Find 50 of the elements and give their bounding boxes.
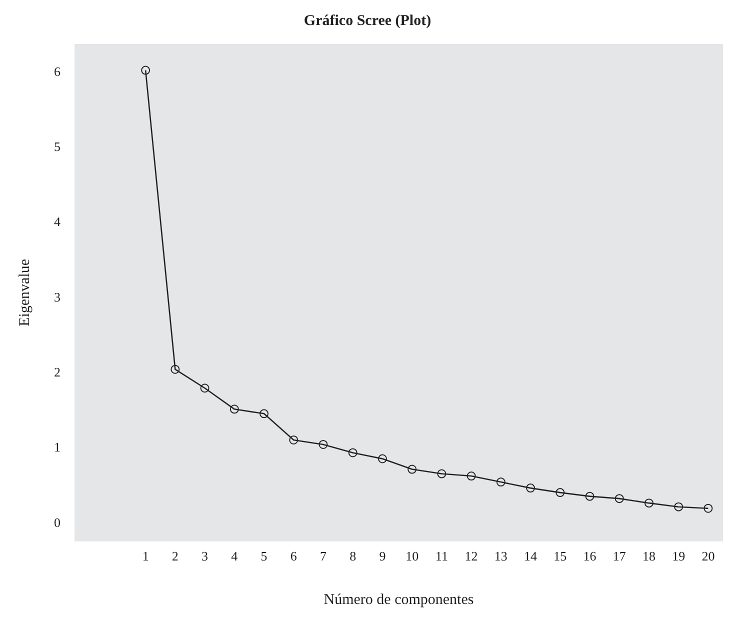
x-tick-label: 18 xyxy=(642,548,656,564)
point xyxy=(496,478,506,487)
x-tick-label: 16 xyxy=(583,548,597,564)
point xyxy=(466,472,476,481)
x-tick-label: 3 xyxy=(202,548,208,564)
point xyxy=(378,454,387,464)
y-tick-label: 0 xyxy=(54,514,60,530)
point xyxy=(141,66,150,75)
point xyxy=(230,404,239,414)
x-tick-label: 13 xyxy=(494,548,508,564)
y-tick-label: 3 xyxy=(54,289,60,304)
point xyxy=(289,435,298,444)
point xyxy=(704,504,713,513)
x-tick-label: 17 xyxy=(612,548,626,564)
x-tick-label: 20 xyxy=(702,548,715,564)
y-tick-label: 5 xyxy=(54,139,60,154)
x-tick-label: 6 xyxy=(290,548,298,564)
x-tick-label: 1 xyxy=(142,548,149,564)
y-tick-label: 4 xyxy=(54,214,61,230)
chart-title: Gráfico Scree (Plot) xyxy=(304,12,432,29)
point xyxy=(437,469,446,478)
x-tick-label: 8 xyxy=(350,548,356,564)
point xyxy=(674,502,684,512)
x-tick-label: 9 xyxy=(379,548,386,564)
point xyxy=(348,448,358,458)
x-tick-label: 19 xyxy=(672,548,686,564)
point xyxy=(200,384,210,393)
y-tick-label: 1 xyxy=(54,440,60,455)
point xyxy=(170,364,180,374)
y-axis-title: Eigenvalue xyxy=(16,258,33,326)
x-tick-label: 11 xyxy=(435,548,448,564)
x-tick-label: 12 xyxy=(464,548,478,564)
x-tick-label: 15 xyxy=(554,548,567,564)
point xyxy=(260,409,269,418)
x-tick-label: 2 xyxy=(172,548,178,564)
y-tick-label: 2 xyxy=(54,364,60,380)
x-tick-label: 5 xyxy=(260,548,268,564)
point xyxy=(408,464,417,474)
point xyxy=(526,484,536,493)
x-tick-label: 14 xyxy=(524,548,538,564)
point xyxy=(614,494,624,504)
point xyxy=(644,498,654,508)
x-tick-label: 10 xyxy=(406,548,419,564)
point xyxy=(318,440,328,449)
point xyxy=(585,492,594,501)
x-tick-label: 7 xyxy=(320,548,327,564)
x-axis-title: Número de componentes xyxy=(324,592,474,608)
y-tick-label: 6 xyxy=(54,64,61,79)
x-tick-label: 4 xyxy=(231,548,238,564)
point xyxy=(556,488,565,498)
